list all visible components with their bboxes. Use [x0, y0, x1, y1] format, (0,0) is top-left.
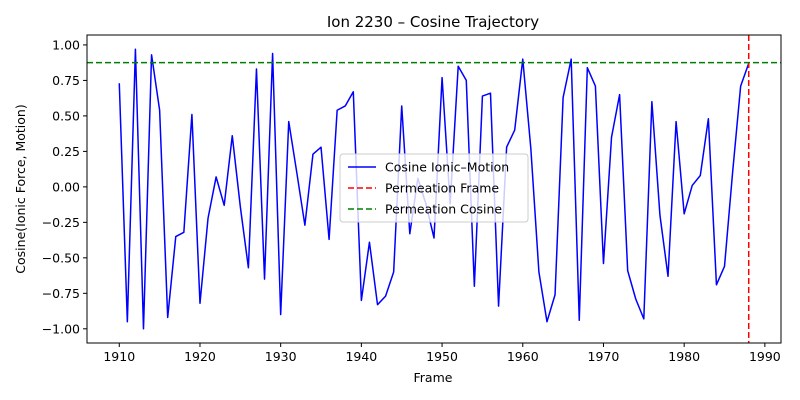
x-tick-label: 1980	[668, 349, 700, 364]
legend-label: Cosine Ionic–Motion	[385, 160, 509, 175]
y-tick-label: 0.00	[52, 179, 80, 194]
x-tick-label: 1970	[588, 349, 620, 364]
legend-label: Permeation Cosine	[385, 202, 502, 217]
x-tick-label: 1920	[184, 349, 216, 364]
x-axis-label: Frame	[414, 370, 453, 385]
legend-box	[339, 153, 529, 223]
legend: Cosine Ionic–Motion Permeation Frame Perme…	[339, 153, 529, 223]
y-tick-label: 0.50	[52, 108, 80, 123]
plot-area	[86, 34, 782, 344]
x-tick-label: 1950	[426, 349, 458, 364]
y-tick-label: −1.00	[42, 321, 80, 336]
y-tick-label: 1.00	[52, 37, 80, 52]
y-tick-label: 0.75	[52, 73, 80, 88]
y-axis: −1.00 −0.75 −0.50 −0.25 0.00 0.25 0.50 0.75 1.00	[42, 37, 87, 336]
y-tick-label: 0.25	[52, 144, 80, 159]
x-tick-label: 1960	[507, 349, 539, 364]
cosine-ionic-motion-line	[118, 48, 750, 330]
plot-frame	[86, 34, 782, 344]
y-tick-label: −0.50	[42, 250, 80, 265]
x-tick-label: 1990	[749, 349, 781, 364]
chart-title: Ion 2230 – Cosine Trajectory	[327, 13, 539, 31]
y-tick-label: −0.75	[42, 286, 80, 301]
x-tick-label: 1930	[265, 349, 297, 364]
y-axis-label: Cosine(Ionic Force, Motion)	[13, 104, 28, 273]
x-axis: 1910 1920 1930 1940 1950 1960 1970 1980 1990	[103, 343, 781, 364]
x-tick-label: 1940	[345, 349, 377, 364]
x-tick-label: 1910	[103, 349, 135, 364]
legend-label: Permeation Frame	[385, 181, 499, 196]
y-tick-label: −0.25	[42, 215, 80, 230]
